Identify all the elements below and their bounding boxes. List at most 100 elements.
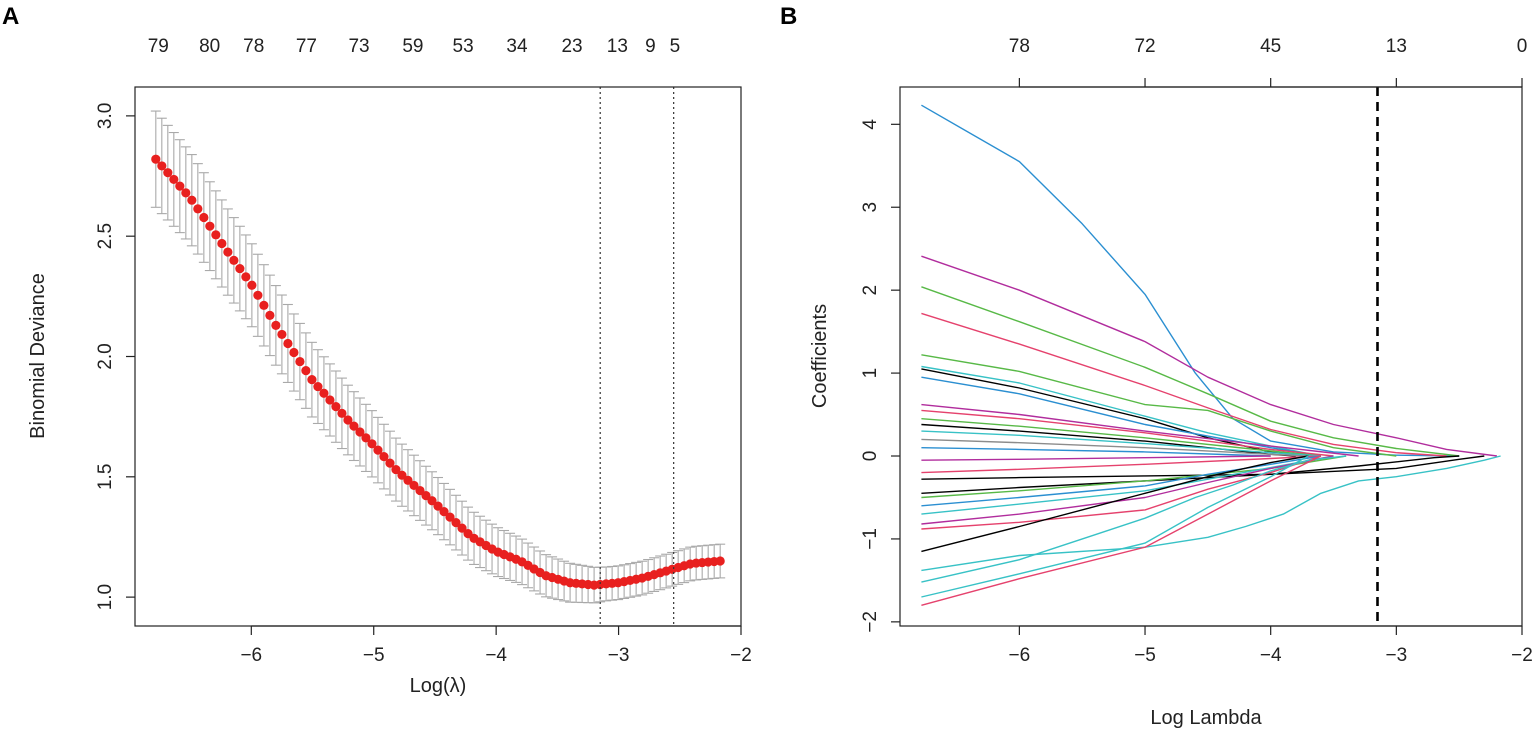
a-point <box>211 230 221 240</box>
a-point <box>169 174 179 185</box>
a-top-axis-label: 9 <box>645 36 656 57</box>
a-point <box>271 320 281 330</box>
a-point <box>445 512 455 522</box>
panel-letter-a: A <box>2 3 19 30</box>
a-point <box>241 272 251 282</box>
b-coef-path-s15 <box>921 447 1271 457</box>
a-point <box>265 310 275 320</box>
a-top-axis: 79 80 78 77 73 59 53 34 23 13 9 5 <box>148 36 680 57</box>
a-top-axis-label: 77 <box>296 36 317 57</box>
a-top-axis-label: 53 <box>453 36 474 57</box>
a-x-tick-label: −5 <box>363 645 385 666</box>
a-point <box>715 556 725 566</box>
a-point <box>235 263 245 274</box>
a-top-axis-label: 80 <box>199 36 220 57</box>
b-y-axis-title: Coefficients <box>809 304 831 408</box>
b-y-tick-label: 3 <box>860 202 881 213</box>
b-y-axis: −2 −1 0 1 2 3 4 <box>860 119 900 633</box>
a-point <box>427 496 437 506</box>
a-y-tick-label: 1.5 <box>95 464 116 490</box>
a-point <box>205 221 215 231</box>
a-point <box>403 475 413 485</box>
b-coef-path-s27 <box>921 455 1347 583</box>
a-point <box>409 480 419 491</box>
b-coef-path-s5 <box>921 354 1397 457</box>
a-point <box>199 212 209 223</box>
a-x-axis-title: Log(λ) <box>410 675 467 697</box>
a-y-axis-title: Binomial Deviance <box>27 273 49 439</box>
b-top-axis-label: 72 <box>1134 36 1155 57</box>
a-point <box>151 154 161 164</box>
b-coef-path-s25 <box>921 455 1309 553</box>
a-point <box>373 445 383 455</box>
b-coef-path-s14 <box>921 438 1309 457</box>
a-point <box>355 427 365 437</box>
a-x-tick-label: −2 <box>730 645 752 666</box>
b-coefficient-paths <box>921 104 1501 606</box>
a-x-axis: −6 −5 −4 −3 −2 <box>240 625 752 666</box>
a-point <box>247 280 257 290</box>
a-point <box>157 161 167 171</box>
a-point <box>289 347 299 358</box>
a-point <box>259 300 269 310</box>
a-point <box>295 356 305 367</box>
a-point <box>343 415 353 425</box>
a-point <box>361 433 371 443</box>
a-point <box>313 381 323 392</box>
b-coef-path-s9 <box>921 403 1359 457</box>
b-top-axis-label: 78 <box>1009 36 1030 57</box>
b-coef-path-s16 <box>921 455 1271 461</box>
a-point <box>253 290 263 300</box>
b-plot-frame <box>899 86 1523 627</box>
a-points <box>151 154 725 590</box>
a-point <box>379 451 389 462</box>
a-top-axis-label: 59 <box>402 36 423 57</box>
a-point <box>187 195 197 205</box>
b-y-tick-label: 0 <box>860 451 881 462</box>
b-coef-path-s28 <box>921 455 1309 598</box>
a-top-axis-label: 73 <box>348 36 369 57</box>
a-y-tick-label: 3.0 <box>95 103 116 129</box>
a-x-tick-label: −6 <box>240 645 262 666</box>
b-coef-path-s4 <box>921 312 1447 457</box>
b-x-tick-label: −4 <box>1260 645 1282 666</box>
a-point <box>391 464 401 475</box>
b-top-axis: 78 72 45 13 0 <box>1009 36 1527 88</box>
b-y-tick-label: 1 <box>860 368 881 379</box>
a-y-tick-label: 2.0 <box>95 343 116 369</box>
a-point <box>301 366 311 376</box>
b-top-axis-label: 13 <box>1386 36 1407 57</box>
b-coef-path-s11 <box>921 418 1321 457</box>
a-point <box>385 458 395 468</box>
a-point <box>421 491 431 501</box>
panel-letter-b: B <box>780 3 797 30</box>
panel-b-coefficient-plot: −6 −5 −4 −3 −2 −2 −1 0 1 2 3 4 78 72 45 13 0 Log Lambd… <box>809 36 1533 729</box>
a-x-tick-label: −3 <box>608 645 630 666</box>
a-point <box>331 402 341 412</box>
b-coef-path-s3 <box>921 286 1460 457</box>
b-x-tick-label: −5 <box>1134 645 1156 666</box>
a-point <box>439 506 449 517</box>
a-point <box>367 439 377 449</box>
b-coef-path-s17 <box>921 455 1321 474</box>
a-point <box>457 523 467 533</box>
a-point <box>433 501 443 511</box>
a-point <box>325 395 335 405</box>
a-point <box>397 470 407 480</box>
a-vlines <box>599 87 675 626</box>
b-y-tick-label: −1 <box>860 528 881 550</box>
b-coef-path-s10 <box>921 409 1334 457</box>
b-coef-path-s6 <box>921 365 1322 457</box>
a-errorbars <box>150 110 726 604</box>
b-top-axis-label: 45 <box>1260 36 1281 57</box>
b-y-tick-label: 4 <box>860 119 881 130</box>
b-x-tick-label: −6 <box>1009 645 1031 666</box>
b-coef-path-s21 <box>921 455 1322 507</box>
a-top-axis-label: 79 <box>148 36 169 57</box>
panel-a-deviance-plot: −6 −5 −4 −3 −2 1.0 1.5 2.0 2.5 3.0 79 80 78 77 73 59 5… <box>27 36 752 697</box>
b-coef-path-s13 <box>921 430 1321 457</box>
a-top-axis-label: 5 <box>670 36 681 57</box>
a-point <box>283 338 293 349</box>
b-coef-path-s19 <box>921 455 1460 494</box>
